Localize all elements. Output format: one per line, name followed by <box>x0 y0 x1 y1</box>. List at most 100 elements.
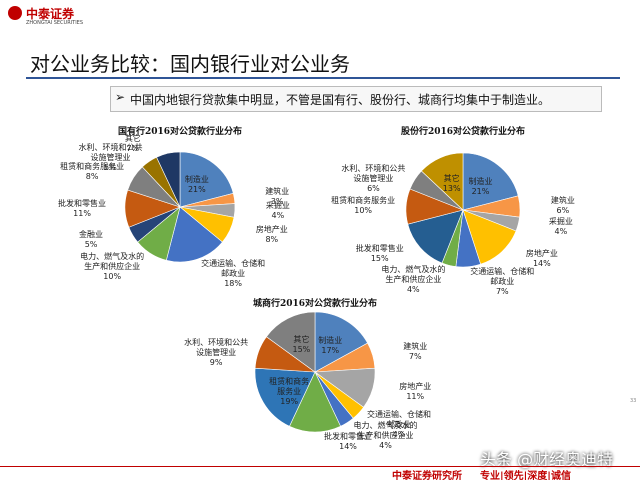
slice-label: 采掘业 4% <box>528 217 594 237</box>
value-label: 21% <box>187 185 206 195</box>
value-label: 7% <box>495 286 509 296</box>
category-label: 水利、环境和公共设施管理业 <box>184 338 249 358</box>
chart-title: 国有行2016对公贷款行业分布 <box>117 127 243 137</box>
slice-label: 制造业 21% <box>459 177 501 197</box>
slice-label: 房地产业 8% <box>239 225 305 245</box>
value-label: 19% <box>280 397 299 407</box>
slice-label: 交通运输、仓储和邮政业 7% <box>469 267 535 297</box>
watermark: 头条 @财经奥迪特 <box>480 450 614 469</box>
slice-label: 其它 15% <box>280 335 322 355</box>
value-label: 21% <box>471 187 490 197</box>
category-label: 交通运输、仓储和邮政业 <box>367 409 432 429</box>
slice-label: 金融业 5% <box>58 230 124 250</box>
category-label: 租赁和商务服务业 <box>331 195 396 205</box>
page-number: 33 <box>630 398 637 404</box>
slice-label: 水利、环境和公共设施管理业 6% <box>340 164 406 194</box>
category-label: 制造业 <box>184 175 209 185</box>
value-label: 10% <box>354 205 373 215</box>
slide-title: 对公业务比较：国内银行业对公业务 <box>30 52 350 76</box>
pie-slice <box>165 206 223 263</box>
value-label: 4% <box>392 429 406 439</box>
pie-slice <box>266 311 316 373</box>
chart-title: 城商行2016对公贷款行业分布 <box>252 299 378 309</box>
value-label: 8% <box>85 172 99 182</box>
category-label: 采掘业 <box>548 216 573 226</box>
slice-label: 水利、环境和公共设施管理业 5% <box>77 143 143 173</box>
category-label: 电力、燃气及水的生产和供应企业 <box>353 421 418 441</box>
category-label: 建筑业 <box>403 342 428 352</box>
category-label: 租赁和商务服务业 <box>269 377 310 397</box>
category-label: 批发和零售业 <box>355 244 404 254</box>
pie-slice <box>421 152 464 211</box>
slice-label: 制造业 21% <box>176 175 218 195</box>
value-label: 6% <box>556 205 570 215</box>
chart-title: 股份行2016对公贷款行业分布 <box>400 127 526 137</box>
slice-label: 租赁和商务服务业 8% <box>59 162 125 182</box>
pie-slice <box>407 209 464 264</box>
value-label: 5% <box>104 163 117 173</box>
slice-label: 批发和零售业 14% <box>315 432 381 452</box>
slice-label: 水利、环境和公共设施管理业 9% <box>183 338 249 368</box>
value-label: 15% <box>292 345 311 355</box>
category-label: 其它 <box>124 133 141 143</box>
slice-label: 房地产业 14% <box>509 249 575 269</box>
category-label: 交通运输、仓储和邮政业 <box>201 258 266 278</box>
value-label: 4% <box>406 284 420 294</box>
category-label: 其它 <box>293 335 310 345</box>
slice-label: 电力、燃气及水的生产和供应企业 10% <box>79 252 145 282</box>
category-label: 房地产业 <box>525 248 558 258</box>
slice-label: 交通运输、仓储和邮政业 18% <box>200 259 266 289</box>
value-label: 14% <box>339 442 357 451</box>
category-label: 制造业 <box>318 336 343 346</box>
category-label: 房地产业 <box>255 224 288 234</box>
value-label: 9% <box>209 358 223 368</box>
slice-label: 建筑业 7% <box>382 342 448 362</box>
slice-label: 电力、燃气及水的生产和供应企业 4% <box>380 265 446 295</box>
category-label: 电力、燃气及水的生产和供应企业 <box>80 251 145 271</box>
category-label: 租赁和商务服务业 <box>60 162 125 172</box>
category-label: 其它 <box>443 173 460 183</box>
category-label: 金融业 <box>79 230 104 240</box>
category-label: 房地产业 <box>399 381 432 391</box>
category-label: 水利、环境和公共设施管理业 <box>78 143 143 163</box>
value-label: 4% <box>379 441 392 451</box>
value-label: 15% <box>370 254 389 264</box>
value-label: 10% <box>103 271 122 281</box>
pie-slice <box>462 152 519 211</box>
slice-label: 采掘业 4% <box>245 201 311 221</box>
pie-slice <box>314 311 368 373</box>
category-label: 采掘业 <box>265 201 290 211</box>
category-label: 水利、环境和公共设施管理业 <box>341 164 406 184</box>
bullet-box <box>110 86 602 112</box>
value-label: 5% <box>84 240 98 250</box>
title-rule <box>26 77 620 79</box>
value-label: 4% <box>554 226 568 236</box>
logo-sub: ZHONGTAI SECURITIES <box>26 20 84 26</box>
slice-label: 建筑业 3% <box>244 187 310 207</box>
category-label: 批发和零售业 <box>324 432 372 441</box>
bullet-text: 中国内地银行贷款集中明显，不管是国有行、股份行、城商行均集中于制造业。 <box>130 93 551 107</box>
pie-slice <box>179 151 234 208</box>
value-label: 18% <box>224 278 242 288</box>
slice-label: 租赁和商务服务业 19% <box>268 377 310 407</box>
slice-label: 其它 7% <box>100 134 166 154</box>
slice-label: 建筑业 6% <box>530 196 596 216</box>
slice-label: 制造业 17% <box>309 336 351 356</box>
footer-motto: 专业|领先|深度|诚信 <box>480 471 571 480</box>
value-label: 6% <box>367 184 380 194</box>
slice-label: 电力、燃气及水的生产和供应企业 4% <box>353 421 419 451</box>
value-label: 3% <box>270 196 284 206</box>
value-label: 7% <box>408 352 422 362</box>
slice-label: 其它 13% <box>431 174 473 194</box>
slice-label: 房地产业 11% <box>382 382 448 402</box>
value-label: 13% <box>442 183 461 193</box>
slice-label: 批发和零售业 11% <box>49 199 115 219</box>
category-label: 建筑业 <box>550 195 575 205</box>
category-label: 批发和零售业 <box>58 199 107 209</box>
category-label: 电力、燃气及水的生产和供应企业 <box>381 264 446 284</box>
footer-rule <box>0 466 640 467</box>
pie-slice <box>254 367 316 427</box>
bullet-mark: ➢ <box>115 90 126 104</box>
